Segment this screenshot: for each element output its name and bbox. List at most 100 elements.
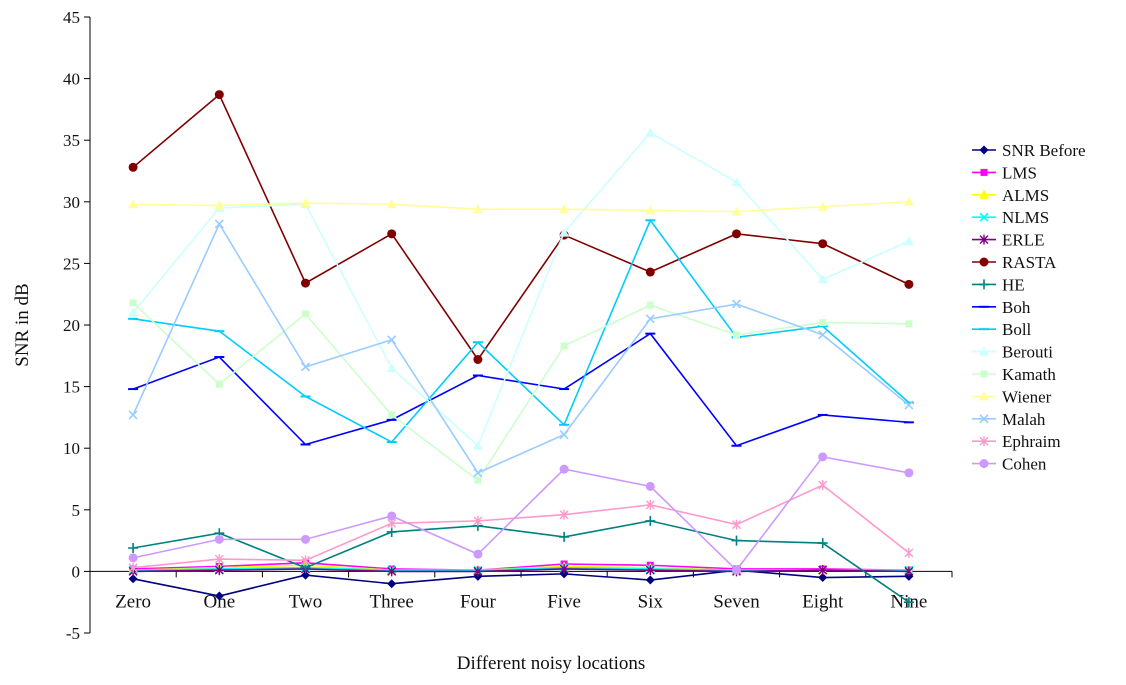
series-he — [128, 515, 914, 608]
x-tick-label: Six — [638, 591, 664, 612]
legend-item: Boh — [972, 298, 1031, 317]
legend-item: LMS — [972, 163, 1037, 182]
legend-item: Boll — [972, 320, 1032, 339]
legend-marker — [980, 168, 988, 176]
data-point-berouti — [645, 127, 656, 137]
x-tick-label: Four — [460, 591, 497, 612]
x-tick-label: Eight — [802, 591, 844, 612]
data-point-rasta — [732, 229, 741, 239]
data-point-kamath — [129, 299, 137, 307]
legend-marker — [979, 145, 989, 155]
data-point-ephraim — [128, 562, 138, 573]
y-tick-label: 40 — [63, 70, 80, 89]
series-line-wiener — [133, 201, 909, 213]
series-line-berouti — [132, 131, 910, 448]
data-point-cohen — [214, 534, 224, 544]
data-point-snr-before — [387, 579, 397, 589]
legend-item: Malah — [972, 410, 1046, 429]
data-point-malah — [559, 430, 569, 440]
data-point-erle — [559, 563, 569, 574]
series-malah — [128, 219, 914, 478]
legend-item: Wiener — [972, 387, 1052, 406]
y-tick-label: 45 — [63, 8, 80, 27]
data-point-kamath — [646, 301, 654, 309]
legend-label: HE — [1002, 275, 1025, 294]
data-point-kamath — [560, 342, 568, 350]
data-point-snr-before — [214, 591, 224, 601]
data-point-ephraim — [732, 519, 741, 530]
x-tick-label: Two — [289, 591, 323, 612]
series-cohen — [128, 452, 914, 575]
y-tick-label: 5 — [72, 501, 81, 520]
series-line-rasta — [132, 93, 910, 361]
data-point-he — [817, 538, 828, 549]
series-line-cohen — [132, 455, 910, 572]
x-tick-label: One — [203, 591, 235, 612]
data-point-malah — [300, 362, 311, 372]
series-line-boh — [132, 332, 909, 447]
legend-item: Cohen — [972, 455, 1047, 474]
data-point-malah — [818, 330, 828, 340]
data-point-wiener — [386, 199, 397, 209]
legend-label: Boh — [1002, 298, 1031, 317]
legend: SNR Before LMS ALMS NLMS ERLE RASTA HE Boh Boll B… — [972, 141, 1086, 474]
data-point-kamath — [733, 331, 740, 339]
data-point-snr-before — [301, 570, 310, 580]
data-point-malah — [387, 335, 397, 345]
y-tick-label: 20 — [63, 316, 80, 335]
legend-marker — [979, 346, 989, 356]
y-tick-label: -5 — [66, 624, 80, 643]
legend-item: ERLE — [972, 231, 1045, 250]
legend-label: NLMS — [1002, 208, 1049, 227]
data-point-erle — [387, 566, 397, 577]
series-line-malah — [132, 222, 910, 474]
data-point-wiener — [128, 199, 139, 209]
data-point-he — [645, 515, 656, 526]
legend-marker — [980, 370, 988, 378]
legend-marker — [979, 459, 989, 469]
legend-label: LMS — [1002, 163, 1037, 182]
y-tick-label: 25 — [63, 254, 80, 273]
data-point-he — [386, 526, 397, 537]
data-point-snr-before — [818, 573, 828, 583]
data-point-erle — [645, 565, 655, 576]
data-point-he — [731, 535, 742, 546]
legend-marker — [979, 414, 989, 424]
legend-label: ALMS — [1002, 186, 1049, 205]
series-boh — [128, 332, 914, 447]
legend-item: ALMS — [972, 186, 1049, 205]
legend-marker — [979, 257, 989, 267]
legend-marker — [979, 189, 989, 199]
data-point-wiener — [817, 201, 828, 211]
data-point-rasta — [818, 239, 828, 249]
data-point-cohen — [818, 452, 828, 462]
legend-label: SNR Before — [1002, 141, 1086, 160]
data-point-rasta — [904, 279, 914, 289]
data-point-berouti — [472, 440, 483, 450]
data-point-erle — [473, 566, 483, 577]
data-point-malah — [128, 410, 138, 420]
data-point-he — [559, 531, 570, 542]
data-point-berouti — [386, 363, 397, 373]
data-point-erle — [818, 565, 828, 576]
data-point-berouti — [731, 177, 742, 187]
series-berouti — [128, 127, 914, 450]
data-point-cohen — [904, 468, 914, 478]
x-tick-label: Three — [370, 591, 414, 612]
data-point-berouti — [559, 227, 570, 237]
legend-marker — [979, 234, 989, 245]
x-tick-label: Five — [547, 591, 581, 612]
data-point-berouti — [817, 274, 828, 284]
y-tick-label: 35 — [63, 131, 80, 150]
data-point-wiener — [903, 196, 914, 206]
data-point-rasta — [473, 354, 483, 364]
y-tick-label: 10 — [63, 439, 80, 458]
data-point-kamath — [302, 310, 309, 318]
legend-item: Kamath — [972, 365, 1056, 384]
x-tick-label: Zero — [115, 591, 151, 612]
legend-item: HE — [972, 275, 1025, 294]
data-point-malah — [645, 314, 655, 324]
x-tick-label: Seven — [713, 591, 760, 612]
data-point-berouti — [903, 236, 914, 246]
legend-item: NLMS — [972, 208, 1049, 227]
